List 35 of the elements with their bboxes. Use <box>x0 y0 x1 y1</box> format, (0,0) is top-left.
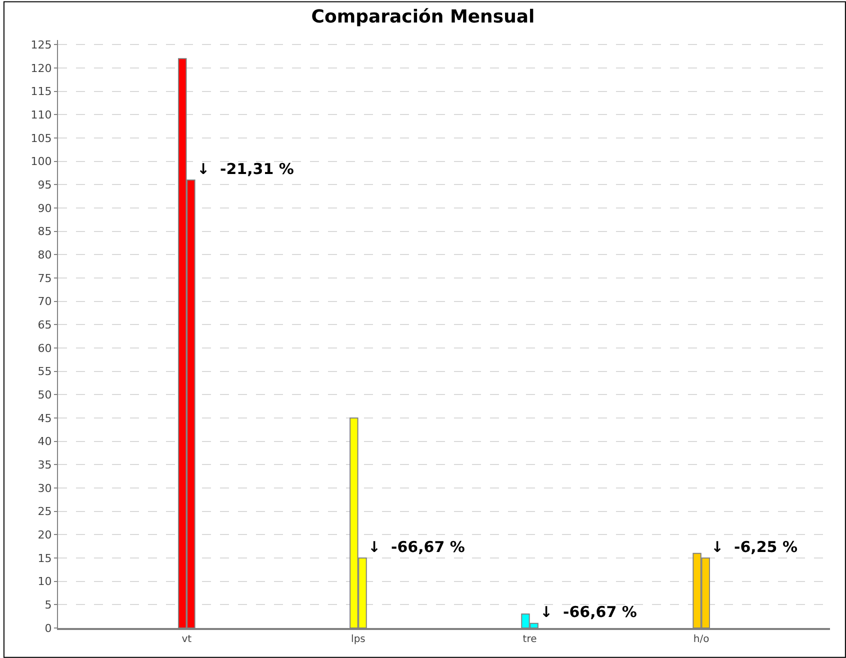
y-tick-label: 40 <box>38 435 52 448</box>
y-tick-label: 20 <box>38 528 52 542</box>
y-tick-label: 75 <box>38 272 52 285</box>
y-tick-label: 110 <box>30 108 52 122</box>
y-tick-label: 45 <box>38 412 52 425</box>
chart-title: Comparación Mensual <box>311 6 535 28</box>
y-tick-label: 90 <box>38 202 52 215</box>
y-tick-label: 125 <box>30 38 52 52</box>
annotation: ↓ -66,67 % <box>540 603 637 621</box>
y-tick-label: 105 <box>30 132 52 145</box>
x-tick-label: lps <box>351 634 366 645</box>
annotation: ↓ -66,67 % <box>368 538 465 556</box>
y-tick-label: 50 <box>38 388 52 402</box>
y-tick-label: 95 <box>38 178 52 192</box>
y-tick-label: 25 <box>38 505 52 518</box>
annotation: ↓ -6,25 % <box>711 538 798 556</box>
y-tick-label: 80 <box>38 248 52 262</box>
y-tick-label: 100 <box>30 155 52 168</box>
y-tick-label: 70 <box>38 295 52 308</box>
x-tick-label: vt <box>182 634 192 645</box>
y-tick-label: 5 <box>44 598 52 612</box>
y-tick-label: 115 <box>30 85 52 98</box>
y-tick-label: 65 <box>38 318 52 332</box>
y-tick-label: 10 <box>38 575 52 588</box>
y-tick-label: 30 <box>38 482 52 495</box>
x-tick-label: h/o <box>693 634 710 645</box>
annotation: ↓ -21,31 % <box>197 160 294 178</box>
y-tick-label: 35 <box>38 458 52 472</box>
y-tick-label: 60 <box>38 342 52 355</box>
x-tick-label: tre <box>522 634 537 645</box>
y-tick-label: 120 <box>30 62 52 75</box>
y-tick-label: 55 <box>38 365 52 378</box>
y-tick-label: 15 <box>38 552 52 565</box>
y-tick-label: 0 <box>44 622 52 635</box>
y-tick-label: 85 <box>38 225 52 238</box>
